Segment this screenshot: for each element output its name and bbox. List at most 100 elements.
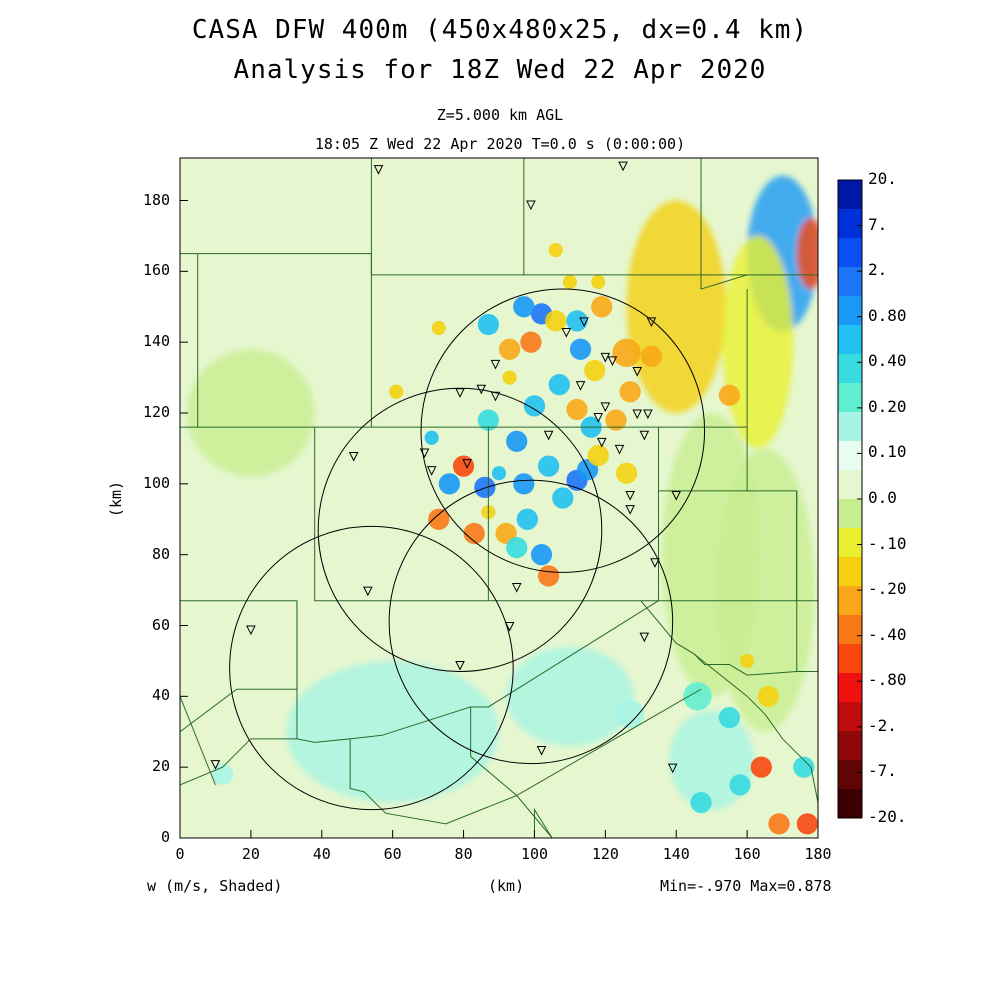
station-marker <box>476 384 487 395</box>
colorbar-swatch <box>838 557 862 587</box>
x-tick-label: 40 <box>312 845 331 863</box>
w-cell <box>729 774 751 796</box>
colorbar-swatch <box>838 586 862 616</box>
station-marker <box>246 625 256 636</box>
station-marker <box>373 165 384 175</box>
w-cell <box>768 813 790 835</box>
station-marker <box>455 660 465 671</box>
w-cell <box>530 544 553 566</box>
station-marker <box>643 409 653 420</box>
w-cell <box>569 338 592 360</box>
y-tick-label: 120 <box>143 403 171 421</box>
w-cell <box>740 653 755 669</box>
w-cell <box>640 345 663 367</box>
w-cell <box>513 296 535 318</box>
colorbar-label: 0.0 <box>868 488 897 507</box>
colorbar-swatch <box>838 267 862 297</box>
colorbar-swatch <box>838 354 862 384</box>
w-cell <box>615 699 645 729</box>
station-marker <box>490 391 501 402</box>
w-cell <box>566 398 588 421</box>
county-boundary <box>700 274 748 290</box>
w-cell <box>584 359 606 382</box>
w-cell <box>452 455 475 477</box>
colorbar-swatch <box>838 731 862 761</box>
w-cell <box>562 274 577 290</box>
station-marker <box>455 388 465 398</box>
colorbar-swatch <box>838 238 862 268</box>
w-cell <box>474 476 496 499</box>
station-marker <box>593 413 604 423</box>
w-cell <box>796 813 818 835</box>
w-cell <box>591 274 606 290</box>
w-cell <box>537 565 560 587</box>
radar-range-ring <box>317 387 603 673</box>
w-cell <box>463 522 485 545</box>
station-marker <box>490 359 501 370</box>
station-marker <box>426 466 437 476</box>
county-boundary <box>658 427 748 492</box>
y-tick-label: 100 <box>143 473 171 492</box>
x-tick-label: 100 <box>520 845 549 863</box>
colorbar-label: -.20 <box>868 579 907 599</box>
time-label: 18:05 Z Wed 22 Apr 2020 T=0.0 s (0:00:00… <box>314 135 686 153</box>
minmax-label: Min=-.970 Max=0.878 <box>660 877 832 895</box>
w-cell <box>389 384 404 399</box>
w-cell <box>591 296 613 318</box>
w-cell <box>545 310 567 332</box>
station-marker <box>575 381 586 391</box>
colorbar-label: -.10 <box>868 533 907 553</box>
county-boundary <box>533 807 553 838</box>
x-tick-label: 160 <box>733 845 761 863</box>
colorbar-swatch <box>838 325 862 355</box>
county-boundary <box>470 600 659 708</box>
colorbar-swatch <box>838 296 862 326</box>
chart-title-line1: CASA DFW 400m (450x480x25, dx=0.4 km) <box>191 15 809 45</box>
w-cell <box>431 320 446 336</box>
x-tick-label: 20 <box>241 845 260 863</box>
w-cell <box>793 756 815 778</box>
station-marker <box>667 763 678 774</box>
colorbar-swatch <box>838 615 862 645</box>
county-boundary <box>693 653 818 803</box>
station-marker <box>579 317 589 328</box>
x-tick-label: 120 <box>591 845 619 863</box>
w-cell <box>477 409 499 431</box>
station-marker <box>561 328 572 338</box>
county-boundary <box>180 696 216 786</box>
field-region <box>796 218 818 290</box>
station-marker <box>671 490 682 501</box>
station-marker <box>625 490 635 501</box>
w-cell <box>615 462 638 484</box>
colorbar-label: -.80 <box>868 670 907 690</box>
w-cell <box>424 430 439 445</box>
y-tick-label: 80 <box>152 544 171 563</box>
w-cell <box>477 313 499 336</box>
colorbar-label: 0.80 <box>868 305 907 325</box>
station-marker <box>632 367 643 377</box>
colorbar-swatch <box>838 528 862 558</box>
colorbar-label: -.40 <box>868 624 907 644</box>
w-cell <box>750 756 772 778</box>
station-marker <box>536 745 547 756</box>
w-cell <box>605 409 627 431</box>
w-cell <box>690 791 712 814</box>
level-label: Z=5.000 km AGL <box>436 106 564 124</box>
chart-title-line2: Analysis for 18Z Wed 22 Apr 2020 <box>233 55 767 85</box>
w-cell <box>548 242 563 258</box>
y-tick-label: 140 <box>143 332 171 351</box>
colorbar-label: -20. <box>868 807 907 826</box>
station-marker <box>625 505 635 515</box>
station-marker <box>504 622 515 632</box>
radar-range-ring <box>388 479 674 765</box>
x-tick-label: 80 <box>454 845 473 863</box>
station-marker <box>210 760 221 770</box>
w-cell <box>513 473 535 495</box>
y-tick-label: 0 <box>161 828 171 846</box>
w-cell <box>438 473 461 495</box>
field-region <box>715 448 815 732</box>
colorbar-label: 0.20 <box>868 396 907 416</box>
w-cell <box>502 370 517 385</box>
station-marker <box>600 352 611 363</box>
y-tick-label: 20 <box>152 757 171 776</box>
